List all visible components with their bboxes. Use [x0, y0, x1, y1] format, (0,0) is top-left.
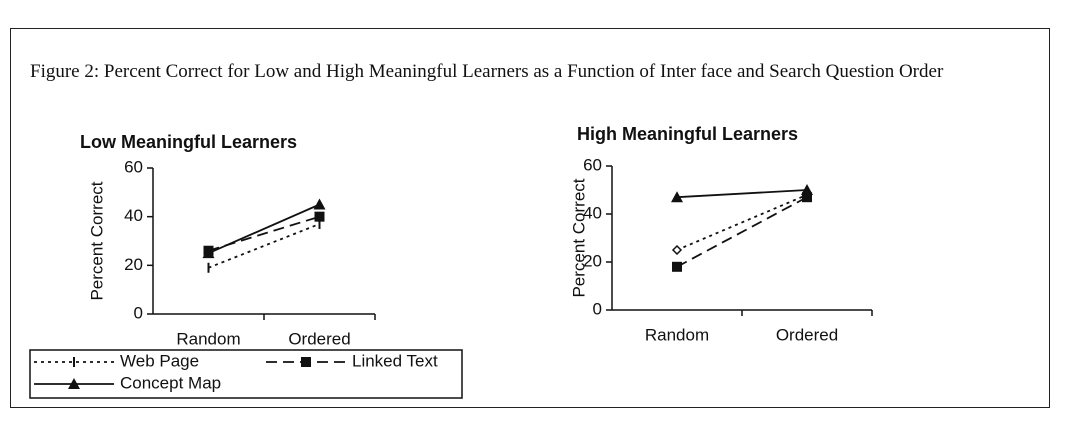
marker	[68, 378, 80, 389]
series-line	[676, 193, 808, 251]
marker	[672, 261, 682, 272]
marker	[301, 357, 311, 367]
series-line	[676, 189, 808, 199]
x-tick-label: Ordered	[776, 325, 838, 344]
marker	[802, 192, 812, 203]
y-tick-label: 60	[583, 155, 602, 174]
marker	[314, 211, 325, 222]
legend-box	[29, 349, 463, 399]
series-line	[208, 203, 320, 254]
y-tick-label: 0	[134, 303, 143, 322]
series-line	[208, 223, 320, 269]
x-tick-label: Ordered	[288, 329, 350, 348]
marker	[313, 198, 326, 210]
chart-title: High Meaningful Learners	[577, 124, 798, 144]
marker	[801, 184, 813, 195]
y-axis-label: Percent Correct	[569, 178, 588, 297]
marker	[671, 244, 683, 256]
figure-frame	[10, 28, 1050, 408]
marker	[671, 191, 683, 203]
y-axis-label: Percent Correct	[87, 181, 106, 300]
y-tick-label: 40	[583, 203, 602, 222]
y-tick-label: 60	[124, 157, 143, 176]
legend-label: Concept Map	[120, 373, 221, 392]
x-tick-label: Random	[645, 325, 709, 344]
y-tick-label: 40	[124, 206, 143, 225]
y-tick-label: 20	[583, 251, 602, 270]
legend-label: Web Page	[120, 351, 199, 370]
series-line	[676, 196, 808, 268]
y-tick-label: 20	[124, 255, 143, 274]
marker	[202, 247, 215, 259]
y-tick-label: 0	[593, 299, 602, 318]
figure-caption: Figure 2: Percent Correct for Low and Hi…	[30, 61, 944, 82]
x-tick-label: Random	[176, 329, 240, 348]
chart-title: Low Meaningful Learners	[80, 132, 297, 152]
legend-label: Linked Text	[352, 351, 438, 370]
